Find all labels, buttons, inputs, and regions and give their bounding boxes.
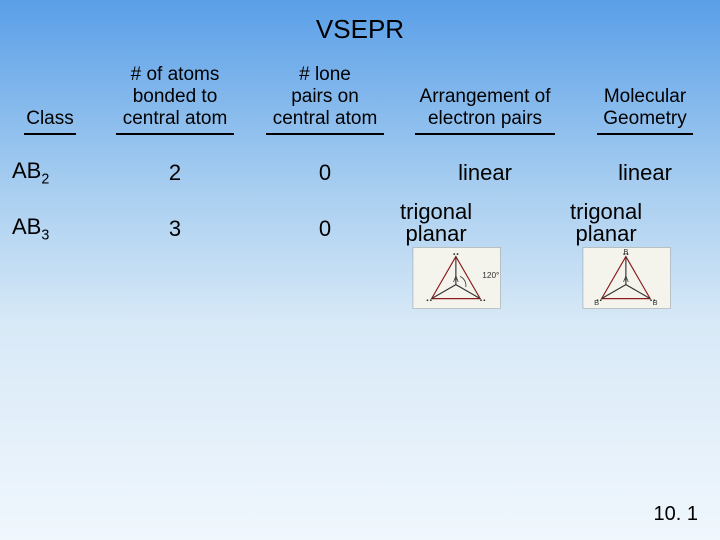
page-number: 10. 1	[654, 503, 698, 526]
table-cell-class: AB2	[0, 145, 100, 201]
header-underline	[116, 133, 234, 135]
table-cell-bonded: 2	[100, 145, 250, 201]
svg-text:A: A	[623, 275, 629, 284]
header-class: Class	[0, 67, 100, 145]
trigonal-planar-diagram-icon: A B B B	[570, 245, 690, 311]
header-underline	[266, 133, 384, 135]
class-sub: 2	[41, 172, 49, 188]
svg-text:B: B	[623, 247, 628, 256]
table-cell-arrangement: linear	[400, 145, 570, 201]
class-base: AB	[12, 214, 41, 239]
svg-text:120°: 120°	[482, 271, 499, 280]
header-arrangement: Arrangement ofelectron pairs	[400, 67, 570, 145]
header-lone: # lonepairs oncentral atom	[250, 67, 400, 145]
table-cell-class: AB3	[0, 201, 100, 257]
header-geometry-text: MolecularGeometry	[603, 86, 686, 129]
header-class-text: Class	[26, 108, 74, 129]
header-geometry: MolecularGeometry	[570, 67, 720, 145]
header-underline	[24, 133, 76, 135]
table-cell-lone: 0	[250, 201, 400, 257]
trigonal-planar-diagram-icon: A 120°	[400, 245, 520, 311]
header-underline	[597, 133, 693, 135]
arrangement-label: trigonalplanar	[400, 201, 472, 245]
svg-text:A: A	[453, 275, 459, 284]
svg-text:B: B	[594, 298, 599, 307]
class-sub: 3	[41, 228, 49, 244]
vsepr-table: Class # of atomsbonded tocentral atom # …	[0, 67, 720, 311]
header-bonded-text: # of atomsbonded tocentral atom	[123, 64, 228, 129]
class-base: AB	[12, 158, 41, 183]
table-cell-geometry: linear	[570, 145, 720, 201]
table-cell-bonded: 3	[100, 201, 250, 257]
page-title: VSEPR	[0, 0, 720, 57]
svg-text:B: B	[653, 298, 658, 307]
table-cell-arrangement: trigonalplanar A 120°	[400, 201, 570, 311]
geometry-label: trigonalplanar	[570, 201, 642, 245]
header-lone-text: # lonepairs oncentral atom	[273, 64, 378, 129]
header-bonded: # of atomsbonded tocentral atom	[100, 67, 250, 145]
header-arrangement-text: Arrangement ofelectron pairs	[420, 86, 551, 129]
table-cell-geometry: trigonalplanar A B B B	[570, 201, 720, 311]
header-underline	[415, 133, 555, 135]
table-cell-lone: 0	[250, 145, 400, 201]
